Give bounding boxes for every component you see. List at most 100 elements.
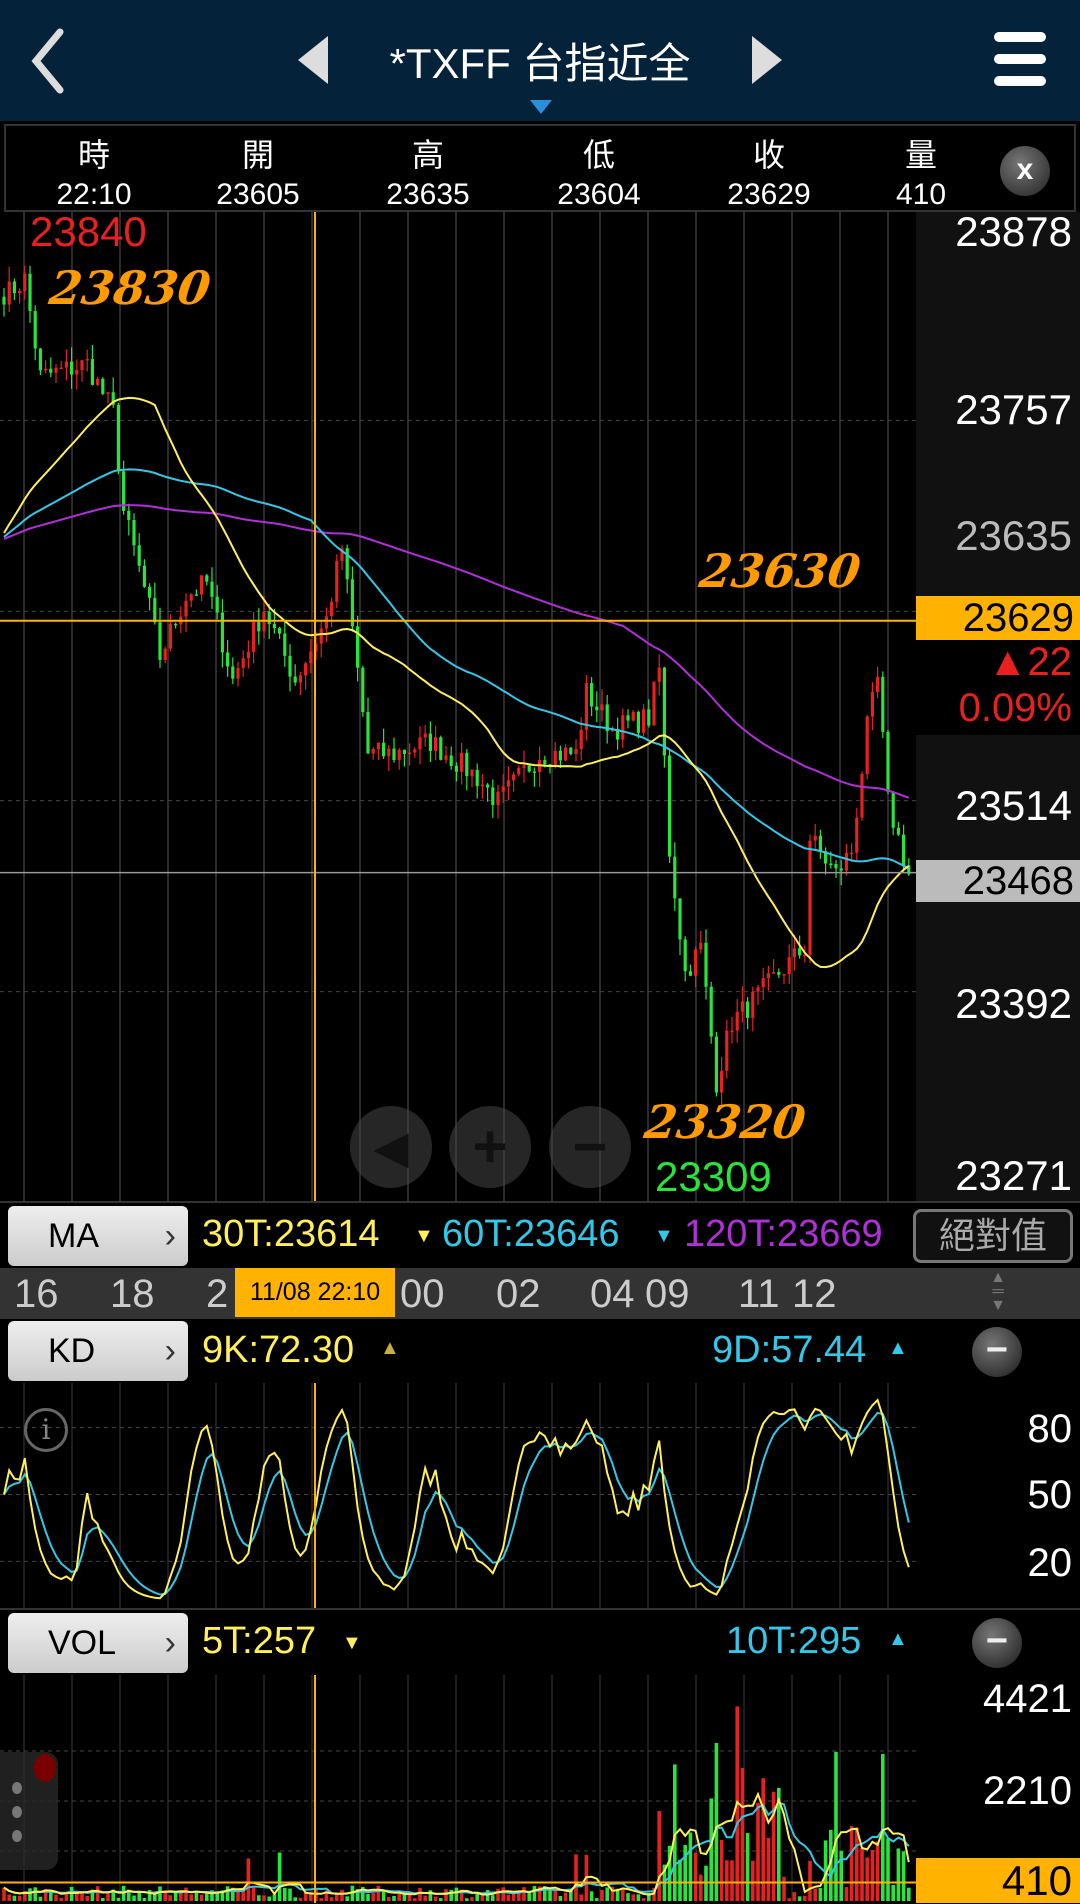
kd-button[interactable]: KD › [8, 1321, 188, 1381]
volume-bar [506, 1894, 511, 1901]
ohlc-close: 收 23629 [727, 137, 811, 211]
volume-bar [870, 1849, 875, 1901]
candle-body [252, 621, 256, 652]
time-tick: 18 [110, 1272, 155, 1316]
zoom-in-button[interactable]: + [449, 1106, 531, 1188]
candle-body [449, 755, 453, 766]
chevron-left-icon[interactable] [28, 28, 68, 94]
candle-body [777, 972, 781, 975]
candle-body [163, 648, 167, 660]
axis-label: 80 [1027, 1407, 1073, 1451]
close-icon[interactable]: x [1000, 146, 1050, 196]
axis-label: 23392 [955, 980, 1072, 1027]
volume-bar [818, 1888, 823, 1901]
candle-body [111, 392, 115, 405]
candle-body [818, 835, 822, 852]
crosshair-price-badge: 23468 [916, 860, 1080, 902]
volume-bar [808, 1860, 812, 1901]
volume-bar [626, 1893, 630, 1901]
triangle-down-icon[interactable] [530, 100, 552, 114]
candle-body [454, 765, 458, 772]
triangle-left-icon[interactable] [298, 36, 328, 84]
collapse-vol-button[interactable]: − [972, 1618, 1022, 1668]
volume-chart[interactable] [0, 1675, 916, 1903]
candle-body [662, 667, 666, 756]
volume-bar [2, 1887, 6, 1901]
kd-chart[interactable] [0, 1383, 916, 1608]
candle-body [142, 565, 146, 587]
volume-bar [548, 1889, 552, 1901]
volume-bar [589, 1891, 594, 1901]
candle-body [496, 791, 500, 806]
vol-button[interactable]: VOL › [8, 1613, 188, 1673]
volume-bar [579, 1894, 583, 1901]
candle-body [772, 972, 776, 974]
absolute-value-button[interactable]: 絕對值 [913, 1209, 1073, 1263]
candle-body [652, 681, 656, 726]
volume-bar [251, 1887, 256, 1901]
collapse-kd-button[interactable]: − [972, 1327, 1022, 1377]
candle-body [153, 597, 157, 623]
candle-body [527, 765, 531, 772]
candle-body [80, 360, 84, 370]
ma-button[interactable]: MA › [8, 1206, 188, 1266]
candle-body [574, 749, 578, 755]
page-title[interactable]: *TXFF 台指近全 [389, 40, 691, 87]
candle-body [792, 948, 796, 958]
info-icon[interactable]: i [24, 1408, 68, 1452]
resize-handle-icon[interactable]: ▲ ═ ▼ [990, 1269, 1006, 1314]
volume-bar [875, 1841, 880, 1901]
candle-body [423, 733, 427, 738]
ohlc-bar: 時 22:10 開 23605 高 23635 低 23604 收 23629 量 410 … [4, 124, 1076, 212]
volume-bar [381, 1891, 386, 1901]
volume-bar [480, 1895, 485, 1901]
candle-body [532, 771, 536, 773]
volume-bar [433, 1896, 438, 1901]
candle-body [215, 596, 219, 613]
volume-bar [293, 1897, 297, 1901]
candle-body [460, 752, 464, 772]
candle-body [699, 942, 703, 950]
volume-bar [839, 1850, 843, 1901]
volume-bar [371, 1892, 375, 1901]
zoom-out-button[interactable]: − [549, 1106, 631, 1188]
volume-bar [714, 1742, 719, 1901]
candle-body [70, 361, 74, 375]
volume-bar [75, 1891, 79, 1901]
volume-bar [657, 1811, 661, 1901]
candle-body [444, 755, 448, 760]
candle-body [382, 742, 386, 757]
candle-body [418, 737, 422, 750]
volume-bar [475, 1891, 479, 1901]
volume-bar [641, 1898, 646, 1901]
scroll-left-button[interactable]: ◀ [350, 1106, 432, 1188]
volume-bar [517, 1893, 521, 1901]
ohlc-volume: 量 410 [895, 137, 947, 211]
volume-bar [402, 1891, 407, 1901]
candle-body [116, 404, 120, 472]
volume-bar [17, 1895, 22, 1901]
candle-body [824, 851, 828, 864]
chevron-right-icon: › [164, 1624, 176, 1662]
candle-body [33, 311, 37, 349]
ma60-line [3, 468, 910, 870]
candle-body [876, 676, 880, 693]
time-axis[interactable]: 16 18 2 00 02 04 09 11 12 11/08 22:10 ▲ ═… [0, 1268, 1080, 1317]
candle-body [220, 612, 224, 653]
floating-menu-handle[interactable] [0, 1752, 58, 1870]
volume-bar [142, 1897, 147, 1901]
price-chart[interactable] [0, 212, 916, 1201]
candle-body [725, 1030, 729, 1071]
candle-body [475, 769, 479, 787]
app-header: *TXFF 台指近全 [0, 0, 1080, 121]
hamburger-icon[interactable] [994, 32, 1046, 86]
candle-body [18, 290, 22, 294]
candle-body [283, 633, 287, 656]
volume-bar [329, 1897, 334, 1901]
volume-bar [7, 1894, 11, 1901]
candle-body [605, 704, 609, 732]
candle-body [751, 991, 755, 1018]
volume-bar [184, 1887, 188, 1901]
volume-bar [543, 1886, 547, 1901]
triangle-right-icon[interactable] [752, 36, 782, 84]
